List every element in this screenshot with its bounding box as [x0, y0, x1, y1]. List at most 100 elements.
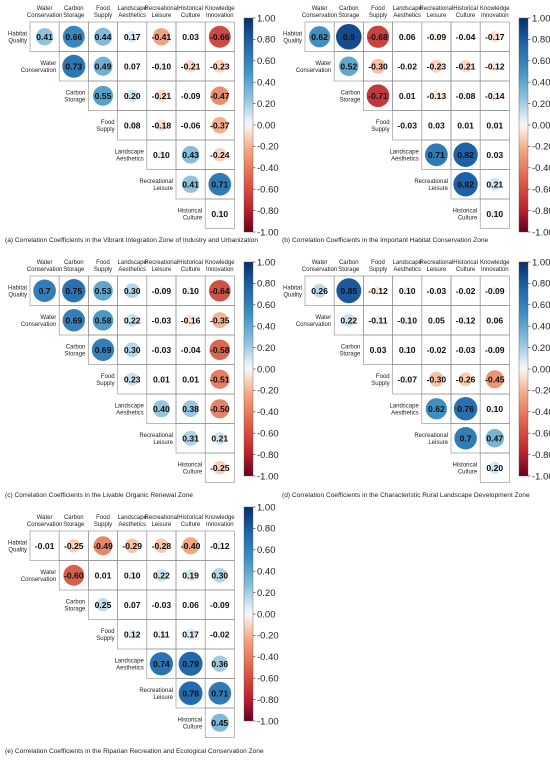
- correlation-circle: [339, 56, 359, 76]
- column-header: Historical: [453, 6, 478, 12]
- correlation-value: -0.37: [210, 120, 230, 130]
- correlation-value: -0.09: [210, 600, 230, 610]
- correlation-circle: [184, 60, 197, 73]
- correlation-value: 0.06: [399, 32, 416, 42]
- row-label: Habitat: [8, 285, 27, 291]
- correlation-circle: [125, 313, 139, 327]
- correlation-value: -0.02: [210, 629, 230, 639]
- row-label: Aesthetics: [116, 156, 144, 162]
- correlation-circle: [189, 377, 192, 381]
- correlation-value: -0.03: [456, 345, 476, 355]
- row-label: Leisure: [153, 695, 173, 701]
- row-label: Conservation: [21, 577, 56, 583]
- row-label: Historical: [178, 208, 203, 214]
- correlation-circle: [490, 209, 500, 219]
- correlation-value: -0.21: [181, 61, 201, 71]
- correlation-value: 0.82: [457, 150, 474, 160]
- row-label: Landscape: [389, 403, 419, 409]
- correlation-value: -0.12: [210, 541, 230, 551]
- column-header: Water: [37, 6, 53, 12]
- correlation-circle: [92, 309, 114, 331]
- correlation-value: 0.17: [182, 629, 199, 639]
- column-header: Carbon: [64, 515, 84, 521]
- correlation-value: 0.43: [182, 150, 199, 160]
- correlation-circle: [217, 632, 222, 637]
- correlation-value: 0.11: [153, 629, 169, 639]
- column-header: Leisure: [152, 13, 172, 19]
- correlation-value: -0.10: [152, 61, 172, 71]
- column-header: Recreational: [420, 6, 454, 12]
- row-label: Food: [376, 374, 390, 380]
- correlation-circle: [92, 85, 114, 106]
- column-header: Storage: [338, 13, 360, 19]
- correlation-value: 0.10: [486, 209, 503, 219]
- correlation-value: 0.21: [211, 433, 228, 443]
- correlation-value: 0.20: [124, 91, 141, 101]
- correlation-circle: [155, 89, 168, 102]
- correlation-value: -0.03: [152, 600, 172, 610]
- correlation-circle: [128, 62, 136, 70]
- correlation-value: 0.9: [343, 32, 355, 42]
- correlation-value: 0.10: [153, 150, 170, 160]
- correlation-value: -0.04: [456, 32, 476, 42]
- correlation-circle: [402, 286, 412, 296]
- row-label: Leisure: [428, 186, 448, 192]
- correlation-circle: [208, 172, 232, 196]
- correlation-circle: [33, 279, 56, 303]
- row-label: Habitat: [283, 31, 302, 37]
- colorbar-tick-label: 0.40: [257, 567, 276, 578]
- row-label: Carbon: [341, 344, 361, 350]
- colorbar-tick-label: -0.60: [257, 674, 279, 685]
- row-label: Quality: [283, 292, 302, 298]
- correlation-value: 0.10: [124, 570, 141, 580]
- correlation-circle: [434, 347, 439, 352]
- correlation-panel-a: WaterConservationCarbonStorageFoodSupply…: [5, 6, 279, 244]
- column-header: Culture: [181, 267, 201, 273]
- correlation-circle: [208, 25, 231, 48]
- correlation-value: -0.40: [181, 541, 201, 551]
- row-label: Historical: [453, 208, 478, 214]
- correlation-value: -0.09: [485, 286, 505, 296]
- colorbar: [243, 506, 254, 722]
- column-header: Innovation: [206, 267, 234, 273]
- correlation-value: 0.05: [428, 315, 445, 325]
- column-header: Innovation: [206, 522, 234, 528]
- column-header: Knowledge: [480, 6, 510, 12]
- correlation-circle: [342, 313, 356, 327]
- correlation-value: 0.10: [486, 404, 503, 414]
- correlation-circle: [308, 26, 331, 48]
- correlation-value: 0.71: [428, 150, 445, 160]
- correlation-value: 0.19: [182, 570, 199, 580]
- correlation-value: 0.30: [211, 570, 228, 580]
- correlation-value: -0.30: [427, 374, 447, 384]
- correlation-value: -0.12: [456, 315, 476, 325]
- colorbar-tick-label: -0.40: [257, 652, 279, 663]
- colorbar-tick-label: 0.60: [257, 545, 276, 556]
- colorbar-tick-label: 0.20: [532, 99, 550, 110]
- correlation-value: -0.12: [368, 286, 388, 296]
- correlation-circle: [96, 598, 110, 612]
- correlation-circle: [366, 84, 390, 108]
- correlation-circle: [185, 628, 197, 640]
- column-header: Leisure: [427, 267, 447, 273]
- column-header: Recreational: [420, 260, 454, 266]
- correlation-circle: [463, 347, 468, 353]
- correlation-circle: [187, 601, 194, 609]
- colorbar: [243, 261, 254, 477]
- row-label: Supply: [96, 127, 114, 133]
- correlation-value: 0.01: [457, 120, 474, 130]
- colorbar-tick-label: 0.80: [532, 35, 550, 46]
- colorbar-tick-label: 0.00: [532, 120, 550, 131]
- row-label: Aesthetics: [391, 410, 419, 416]
- row-label: Carbon: [66, 599, 86, 605]
- correlation-value: 0.01: [399, 91, 416, 101]
- correlation-circle: [62, 309, 86, 332]
- correlation-value: -0.06: [181, 120, 201, 130]
- colorbar-tick-label: -0.80: [257, 206, 279, 217]
- row-label: Culture: [458, 469, 478, 475]
- correlation-circle: [213, 148, 227, 162]
- correlation-value: -0.29: [122, 541, 142, 551]
- column-header: Carbon: [64, 6, 84, 12]
- correlation-circle: [493, 123, 497, 127]
- correlation-value: -0.12: [485, 61, 505, 71]
